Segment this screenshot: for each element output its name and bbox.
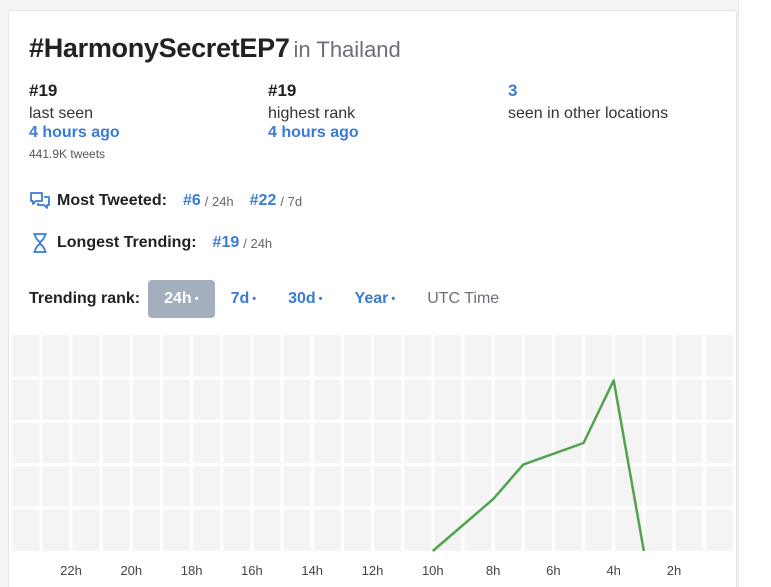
chat-bubbles-icon <box>29 190 51 212</box>
x-tick-label: 8h <box>486 563 500 578</box>
stat-highest-rank: #19 highest rank 4 hours ago <box>268 81 359 142</box>
x-tick-label: 14h <box>301 563 323 578</box>
most-tweeted-7d-period: / 7d <box>280 193 303 209</box>
x-tick-label: 4h <box>606 563 620 578</box>
location-label: in Thailand <box>293 37 401 62</box>
hashtag-title: #HarmonySecretEP7 <box>29 33 290 63</box>
tab-30d-dot: • <box>318 292 323 305</box>
tab-7d-dot: • <box>252 292 257 305</box>
utc-time-toggle[interactable]: UTC Time <box>427 290 500 307</box>
x-tick-label: 18h <box>181 563 203 578</box>
tab-year-dot: • <box>391 292 396 305</box>
highest-rank-label: highest rank <box>268 105 356 122</box>
stat-other-locations: 3 seen in other locations <box>508 81 668 123</box>
tab-30d-label: 30d <box>288 290 316 307</box>
trending-rank-tabs: Trending rank: 24h • 7d • 30d • Year • UTC T… <box>29 280 515 318</box>
x-tick-label: 10h <box>422 563 444 578</box>
tab-24h-label: 24h <box>164 290 192 307</box>
most-tweeted-row: Most Tweeted: #6 / 24h #22 / 7d <box>29 190 302 212</box>
tab-24h[interactable]: 24h • <box>148 280 215 318</box>
x-tick-label: 22h <box>60 563 82 578</box>
tab-year[interactable]: Year • <box>339 280 412 318</box>
tab-year-label: Year <box>354 290 389 307</box>
most-tweeted-24h-period: / 24h <box>204 193 234 209</box>
right-side-panel <box>738 0 771 587</box>
trend-card: #HarmonySecretEP7 in Thailand #19 last se… <box>8 10 737 587</box>
longest-trending-24h-period: / 24h <box>243 235 273 251</box>
x-tick-label: 2h <box>667 563 681 578</box>
tab-24h-dot: • <box>194 292 199 305</box>
trending-rank-label: Trending rank: <box>29 290 141 307</box>
most-tweeted-label: Most Tweeted: <box>57 192 167 209</box>
tweet-count: 441.9K tweets <box>29 147 106 161</box>
most-tweeted-24h-link[interactable]: #6 <box>182 192 201 209</box>
stat-last-seen: #19 last seen 4 hours ago 441.9K tweets <box>29 81 120 161</box>
most-tweeted-7d-link[interactable]: #22 <box>249 192 277 209</box>
longest-trending-row: Longest Trending: #19 / 24h <box>29 232 272 254</box>
other-locations-label: seen in other locations <box>508 105 669 122</box>
rank-series-line <box>431 379 646 552</box>
last-seen-label: last seen <box>29 105 94 122</box>
trending-rank-chart: 22h 20h 18h 16h 14h 12h 10h 8h 6h 4h 2h <box>9 335 736 578</box>
tab-7d[interactable]: 7d • <box>215 280 273 318</box>
page-title: #HarmonySecretEP7 in Thailand <box>29 33 401 64</box>
tab-30d[interactable]: 30d • <box>272 280 338 318</box>
hourglass-icon <box>29 232 51 254</box>
last-seen-time-link[interactable]: 4 hours ago <box>29 124 120 141</box>
tab-7d-label: 7d <box>230 290 250 307</box>
longest-trending-label: Longest Trending: <box>57 234 197 251</box>
x-tick-label: 16h <box>241 563 263 578</box>
other-locations-count[interactable]: 3 <box>508 81 518 100</box>
x-tick-label: 20h <box>120 563 142 578</box>
x-tick-label: 12h <box>362 563 384 578</box>
last-seen-rank: #19 <box>29 81 58 100</box>
highest-rank-value: #19 <box>268 81 297 100</box>
highest-rank-time-link[interactable]: 4 hours ago <box>268 124 359 141</box>
x-tick-label: 6h <box>546 563 560 578</box>
longest-trending-24h-link[interactable]: #19 <box>212 234 240 251</box>
